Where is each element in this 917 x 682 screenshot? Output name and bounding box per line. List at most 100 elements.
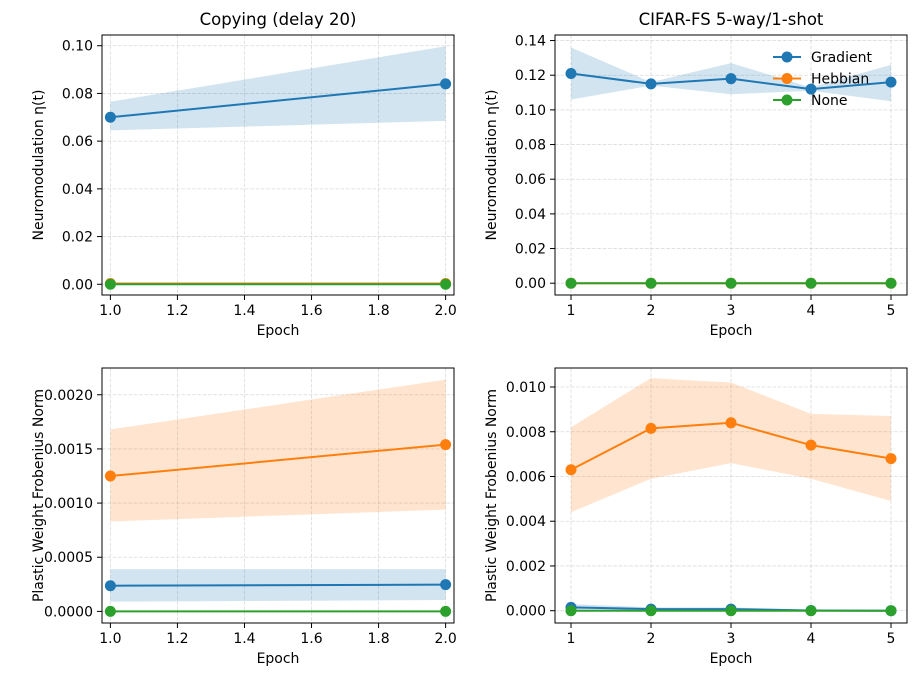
data-point-hebbian bbox=[725, 417, 737, 429]
x-tick-label: 3 bbox=[727, 631, 736, 647]
x-tick-label: 1.4 bbox=[233, 631, 255, 647]
data-point-gradient bbox=[440, 579, 452, 591]
x-tick-label: 1.6 bbox=[300, 631, 322, 647]
data-point-none bbox=[805, 277, 817, 289]
y-tick-label: 0.0005 bbox=[44, 550, 93, 566]
legend-label-none: None bbox=[811, 93, 848, 109]
data-point-none bbox=[104, 278, 116, 290]
legend-marker-hebbian bbox=[781, 73, 793, 84]
chart-panel-2: 1 2 3 4 5 0.00 0.02 0.04 0.06 0.08 0.10 0.12 0.14 Epo… bbox=[484, 10, 908, 339]
y-tick-label: 0.0000 bbox=[44, 604, 93, 620]
data-point-gradient bbox=[645, 78, 657, 90]
y-tick-label: 0.006 bbox=[506, 469, 546, 485]
data-point-none bbox=[565, 277, 577, 289]
y-tick-label: 0.002 bbox=[506, 559, 546, 575]
x-axis-label: Epoch bbox=[257, 651, 300, 667]
series-line-gradient bbox=[110, 583, 446, 587]
axes-frame bbox=[101, 34, 455, 296]
data-point-hebbian bbox=[104, 470, 116, 482]
x-tick-label: 1.8 bbox=[367, 631, 389, 647]
chart-title: CIFAR-FS 5-way/1-shot bbox=[639, 10, 824, 29]
x-tick-label: 1 bbox=[567, 303, 576, 319]
y-tick-label: 0.00 bbox=[62, 277, 93, 293]
x-tick-label: 1.0 bbox=[99, 303, 121, 319]
y-tick-label: 0.06 bbox=[515, 172, 546, 188]
data-point-gradient bbox=[565, 67, 577, 79]
data-point-gradient bbox=[104, 580, 116, 592]
y-axis-label: Plastic Weight Frobenius Norm bbox=[31, 389, 47, 602]
chart-panel-3: 1.0 1.2 1.4 1.6 1.8 2.0 0.0000 0.0005 0.0010 0.00… bbox=[31, 367, 457, 667]
series-line-gradient bbox=[110, 82, 446, 119]
legend-label-gradient: Gradient bbox=[811, 50, 872, 66]
legend-marker-none bbox=[781, 94, 793, 106]
x-tick-label: 5 bbox=[887, 303, 896, 319]
y-tick-label: 0.0015 bbox=[44, 442, 93, 458]
axes-frame bbox=[101, 367, 455, 624]
x-tick-label: 1.2 bbox=[166, 631, 188, 647]
y-tick-label: 0.10 bbox=[515, 103, 546, 119]
data-point-gradient bbox=[440, 78, 452, 90]
data-point-hebbian bbox=[645, 422, 657, 434]
x-tick-label: 2 bbox=[647, 303, 656, 319]
y-tick-label: 0.12 bbox=[515, 68, 546, 84]
x-tick-label: 2.0 bbox=[434, 631, 456, 647]
y-tick-label: 0.02 bbox=[515, 242, 546, 258]
y-tick-label: 0.04 bbox=[515, 207, 546, 223]
data-point-hebbian bbox=[805, 439, 817, 451]
data-point-gradient bbox=[725, 73, 737, 85]
y-tick-label: 0.06 bbox=[62, 134, 93, 150]
data-point-none bbox=[885, 605, 897, 617]
y-axis-label: Neuromodulation η(t) bbox=[31, 90, 47, 241]
legend: Gradient Hebbian None bbox=[773, 50, 872, 109]
band-hebbian bbox=[571, 378, 891, 513]
y-tick-label: 0.0010 bbox=[44, 496, 93, 512]
x-tick-label: 4 bbox=[807, 631, 816, 647]
x-tick-label: 1.2 bbox=[166, 303, 188, 319]
plot-area bbox=[110, 379, 446, 613]
x-tick-label: 1 bbox=[567, 631, 576, 647]
data-point-hebbian bbox=[885, 453, 897, 465]
x-axis-label: Epoch bbox=[710, 651, 753, 667]
legend-marker-gradient bbox=[781, 51, 793, 63]
data-point-none bbox=[565, 605, 577, 617]
legend-label-hebbian: Hebbian bbox=[811, 72, 869, 88]
y-tick-label: 0.14 bbox=[515, 34, 546, 50]
y-tick-label: 0.04 bbox=[62, 182, 93, 198]
data-point-none bbox=[725, 605, 737, 617]
x-tick-label: 2.0 bbox=[434, 303, 456, 319]
data-point-none bbox=[440, 605, 452, 617]
data-point-none bbox=[885, 277, 897, 289]
series-line-hebbian bbox=[110, 443, 446, 477]
x-tick-label: 1.6 bbox=[300, 303, 322, 319]
y-tick-label: 0.010 bbox=[506, 380, 546, 396]
x-tick-label: 3 bbox=[727, 303, 736, 319]
y-tick-label: 0.004 bbox=[506, 514, 546, 530]
data-point-gradient bbox=[104, 111, 116, 123]
x-tick-label: 4 bbox=[807, 303, 816, 319]
x-tick-label: 1.8 bbox=[367, 303, 389, 319]
x-tick-label: 5 bbox=[887, 631, 896, 647]
y-axis-label: Neuromodulation η(t) bbox=[484, 90, 500, 241]
data-point-gradient bbox=[805, 83, 817, 95]
y-tick-label: 0.08 bbox=[515, 138, 546, 154]
x-tick-label: 1.0 bbox=[99, 631, 121, 647]
plot-area bbox=[110, 46, 446, 286]
y-tick-label: 0.0020 bbox=[44, 388, 93, 404]
data-point-none bbox=[805, 605, 817, 617]
data-point-gradient bbox=[885, 76, 897, 88]
x-tick-label: 2 bbox=[647, 631, 656, 647]
chart-panel-4: 1 2 3 4 5 0.000 0.002 0.004 0.006 0.008 0.010 Epoch… bbox=[484, 367, 908, 667]
y-tick-label: 0.08 bbox=[62, 86, 93, 102]
data-point-hebbian bbox=[565, 464, 577, 476]
y-axis-label: Plastic Weight Frobenius Norm bbox=[484, 389, 500, 602]
data-point-hebbian bbox=[440, 439, 452, 451]
data-point-none bbox=[645, 277, 657, 289]
x-axis-label: Epoch bbox=[710, 323, 753, 339]
data-point-none bbox=[645, 605, 657, 617]
chart-title: Copying (delay 20) bbox=[200, 10, 357, 29]
x-tick-label: 1.4 bbox=[233, 303, 255, 319]
data-point-none bbox=[725, 277, 737, 289]
y-tick-label: 0.10 bbox=[62, 39, 93, 55]
y-tick-label: 0.00 bbox=[515, 276, 546, 292]
